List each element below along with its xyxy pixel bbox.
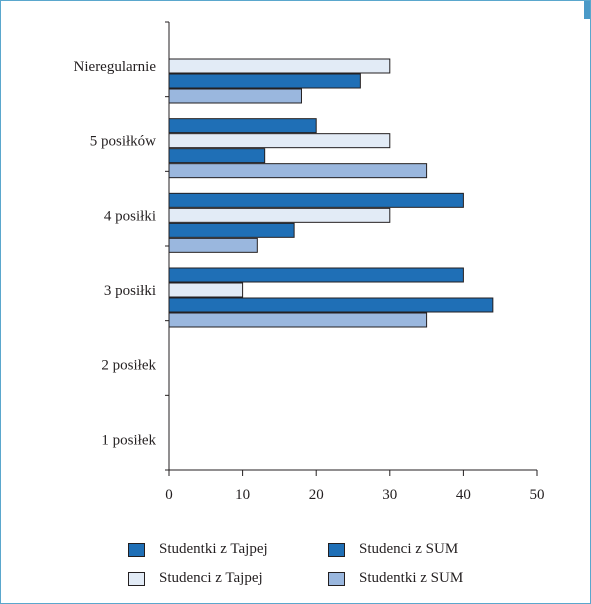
category-label: 4 posiłki	[104, 208, 156, 224]
bar	[168, 312, 428, 328]
bar	[168, 222, 295, 238]
bar	[168, 73, 361, 89]
category-label: 5 posiłków	[90, 134, 156, 150]
bar	[168, 148, 266, 164]
bar	[168, 267, 464, 283]
frame-corner-tab	[584, 1, 590, 19]
bar	[168, 192, 464, 208]
category-labels-group: Nieregularnie 5 posiłków 4 posiłki 3 posiłk…	[74, 59, 157, 448]
category-label: Nieregularnie	[74, 59, 157, 75]
bar	[168, 237, 258, 253]
axes-group	[165, 21, 538, 476]
category-label: 1 posiłek	[101, 432, 156, 448]
category-label: 3 posiłki	[104, 283, 156, 299]
bar	[168, 163, 428, 179]
x-tick-label: 20	[309, 487, 324, 503]
bar	[168, 207, 391, 223]
x-tick-label: 10	[235, 487, 250, 503]
bar	[168, 88, 302, 104]
bars-group	[168, 58, 494, 328]
x-tick-label: 50	[530, 487, 545, 503]
x-tick-label: 30	[382, 487, 397, 503]
bar	[168, 282, 244, 298]
bar	[168, 297, 494, 313]
category-label: 2 posiłek	[101, 358, 156, 374]
tick-labels-group: 0 10 20 30 40 50	[165, 487, 544, 503]
x-tick-label: 0	[165, 487, 173, 503]
bar	[168, 118, 317, 134]
bar	[168, 133, 391, 149]
x-tick-label: 40	[456, 487, 471, 503]
bar	[168, 58, 391, 74]
